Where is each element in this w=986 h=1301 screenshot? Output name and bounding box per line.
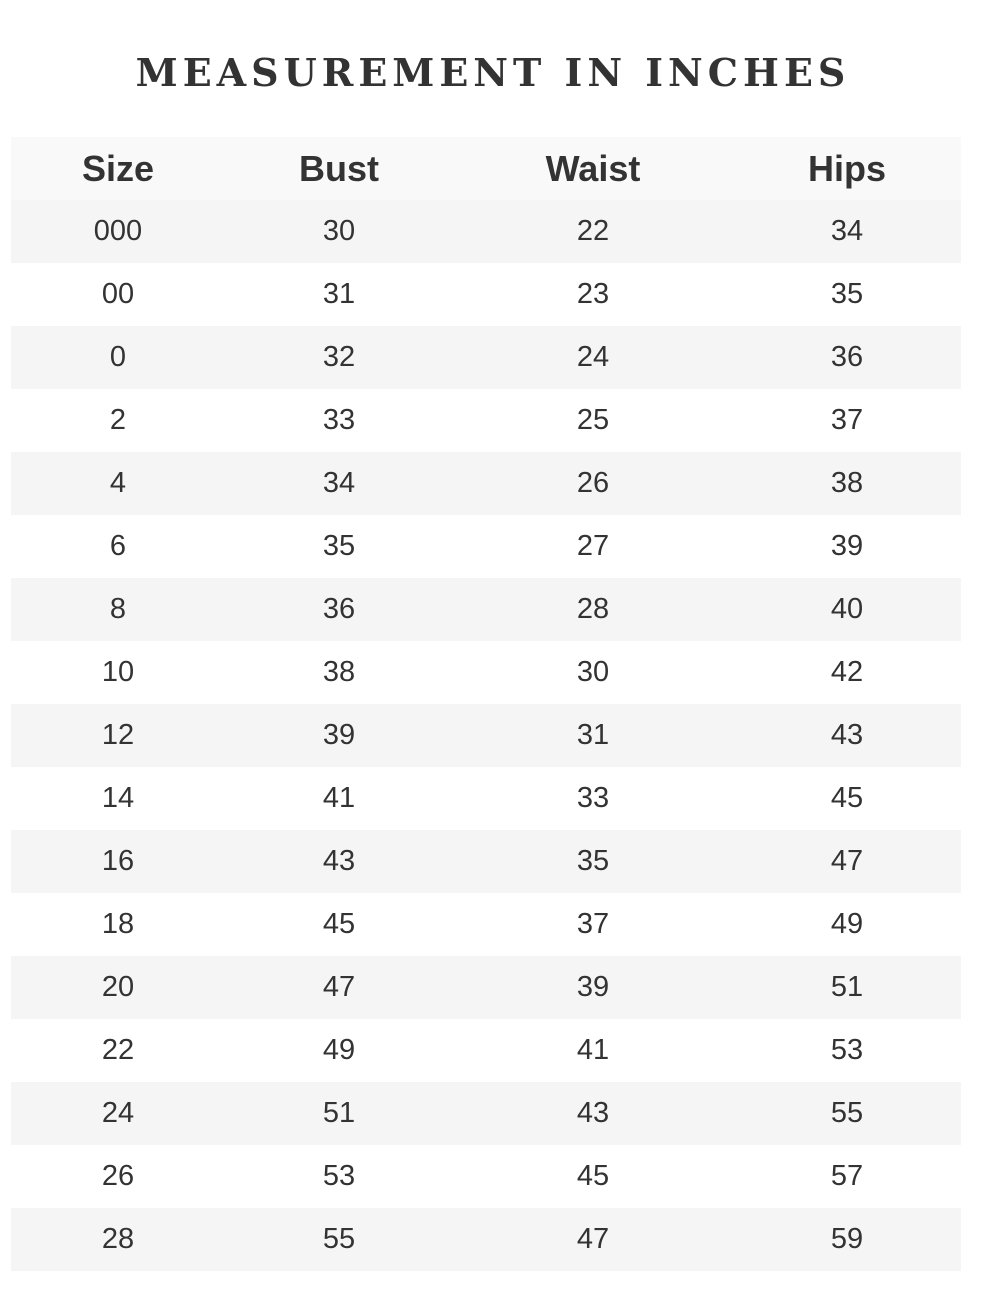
cell-hips: 47 bbox=[733, 830, 961, 893]
table-header-row: Size Bust Waist Hips bbox=[11, 137, 961, 200]
cell-waist: 30 bbox=[453, 641, 733, 704]
table-row: 14 41 33 45 bbox=[11, 767, 961, 830]
cell-waist: 31 bbox=[453, 704, 733, 767]
cell-size: 12 bbox=[11, 704, 225, 767]
cell-size: 10 bbox=[11, 641, 225, 704]
cell-waist: 35 bbox=[453, 830, 733, 893]
table-row: 00 31 23 35 bbox=[11, 263, 961, 326]
cell-waist: 45 bbox=[453, 1145, 733, 1208]
cell-bust: 35 bbox=[225, 515, 453, 578]
header-waist: Waist bbox=[453, 137, 733, 200]
cell-waist: 41 bbox=[453, 1019, 733, 1082]
cell-size: 00 bbox=[11, 263, 225, 326]
cell-waist: 28 bbox=[453, 578, 733, 641]
cell-size: 22 bbox=[11, 1019, 225, 1082]
table-row: 12 39 31 43 bbox=[11, 704, 961, 767]
cell-size: 20 bbox=[11, 956, 225, 1019]
cell-size: 28 bbox=[11, 1208, 225, 1271]
cell-size: 6 bbox=[11, 515, 225, 578]
cell-waist: 33 bbox=[453, 767, 733, 830]
cell-bust: 30 bbox=[225, 200, 453, 263]
cell-bust: 55 bbox=[225, 1208, 453, 1271]
cell-hips: 42 bbox=[733, 641, 961, 704]
cell-waist: 27 bbox=[453, 515, 733, 578]
cell-bust: 34 bbox=[225, 452, 453, 515]
cell-hips: 43 bbox=[733, 704, 961, 767]
cell-waist: 39 bbox=[453, 956, 733, 1019]
cell-size: 14 bbox=[11, 767, 225, 830]
cell-waist: 24 bbox=[453, 326, 733, 389]
cell-bust: 33 bbox=[225, 389, 453, 452]
table-row: 10 38 30 42 bbox=[11, 641, 961, 704]
cell-size: 24 bbox=[11, 1082, 225, 1145]
header-size: Size bbox=[11, 137, 225, 200]
cell-hips: 55 bbox=[733, 1082, 961, 1145]
cell-hips: 34 bbox=[733, 200, 961, 263]
cell-bust: 51 bbox=[225, 1082, 453, 1145]
header-bust: Bust bbox=[225, 137, 453, 200]
cell-bust: 47 bbox=[225, 956, 453, 1019]
cell-hips: 35 bbox=[733, 263, 961, 326]
table-row: 2 33 25 37 bbox=[11, 389, 961, 452]
cell-bust: 41 bbox=[225, 767, 453, 830]
table-row: 26 53 45 57 bbox=[11, 1145, 961, 1208]
cell-bust: 45 bbox=[225, 893, 453, 956]
table-row: 4 34 26 38 bbox=[11, 452, 961, 515]
cell-hips: 49 bbox=[733, 893, 961, 956]
cell-bust: 31 bbox=[225, 263, 453, 326]
cell-hips: 57 bbox=[733, 1145, 961, 1208]
header-hips: Hips bbox=[733, 137, 961, 200]
cell-waist: 37 bbox=[453, 893, 733, 956]
cell-bust: 49 bbox=[225, 1019, 453, 1082]
table-row: 16 43 35 47 bbox=[11, 830, 961, 893]
cell-hips: 59 bbox=[733, 1208, 961, 1271]
cell-waist: 22 bbox=[453, 200, 733, 263]
cell-size: 000 bbox=[11, 200, 225, 263]
table-row: 6 35 27 39 bbox=[11, 515, 961, 578]
cell-size: 26 bbox=[11, 1145, 225, 1208]
cell-waist: 25 bbox=[453, 389, 733, 452]
cell-bust: 38 bbox=[225, 641, 453, 704]
page-title: MEASUREMENT IN INCHES bbox=[135, 50, 851, 95]
cell-hips: 39 bbox=[733, 515, 961, 578]
cell-bust: 39 bbox=[225, 704, 453, 767]
cell-bust: 32 bbox=[225, 326, 453, 389]
cell-bust: 43 bbox=[225, 830, 453, 893]
cell-hips: 51 bbox=[733, 956, 961, 1019]
cell-hips: 38 bbox=[733, 452, 961, 515]
cell-hips: 53 bbox=[733, 1019, 961, 1082]
size-chart-table: Size Bust Waist Hips 000 30 22 34 00 31 23 35 0 3… bbox=[11, 137, 961, 1271]
table-row: 18 45 37 49 bbox=[11, 893, 961, 956]
table-row: 8 36 28 40 bbox=[11, 578, 961, 641]
table-row: 0 32 24 36 bbox=[11, 326, 961, 389]
cell-size: 0 bbox=[11, 326, 225, 389]
table-row: 22 49 41 53 bbox=[11, 1019, 961, 1082]
table-row: 24 51 43 55 bbox=[11, 1082, 961, 1145]
cell-size: 8 bbox=[11, 578, 225, 641]
table-row: 20 47 39 51 bbox=[11, 956, 961, 1019]
cell-hips: 36 bbox=[733, 326, 961, 389]
cell-waist: 43 bbox=[453, 1082, 733, 1145]
cell-bust: 53 bbox=[225, 1145, 453, 1208]
cell-size: 2 bbox=[11, 389, 225, 452]
cell-size: 16 bbox=[11, 830, 225, 893]
cell-size: 18 bbox=[11, 893, 225, 956]
cell-bust: 36 bbox=[225, 578, 453, 641]
cell-waist: 47 bbox=[453, 1208, 733, 1271]
table-row: 000 30 22 34 bbox=[11, 200, 961, 263]
cell-size: 4 bbox=[11, 452, 225, 515]
cell-waist: 23 bbox=[453, 263, 733, 326]
cell-waist: 26 bbox=[453, 452, 733, 515]
table-row: 28 55 47 59 bbox=[11, 1208, 961, 1271]
cell-hips: 45 bbox=[733, 767, 961, 830]
cell-hips: 37 bbox=[733, 389, 961, 452]
cell-hips: 40 bbox=[733, 578, 961, 641]
